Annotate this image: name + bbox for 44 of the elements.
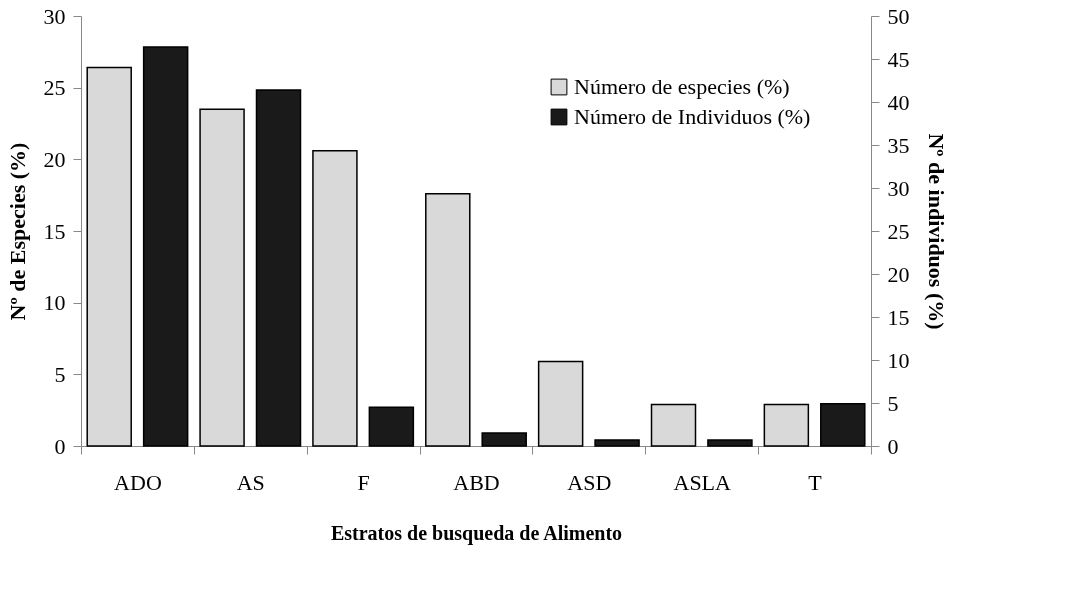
- y-tick-label: 30: [43, 3, 66, 29]
- bar: [86, 66, 132, 447]
- y-tick-label: 10: [43, 290, 66, 316]
- y2-axis-title: Nº de individuos (%): [923, 133, 949, 330]
- y2-tick-label: 20: [887, 261, 910, 287]
- y-tick-label: 20: [43, 146, 66, 172]
- y2-tick-label: 30: [887, 175, 910, 201]
- bar: [255, 89, 302, 447]
- bar: [763, 403, 810, 447]
- x-tick-label: ASLA: [673, 469, 732, 495]
- x-tick-label: ADO: [114, 469, 162, 495]
- y-tick-label: 0: [54, 433, 66, 459]
- y2-tick-label: 25: [887, 218, 910, 244]
- bar: [425, 192, 471, 447]
- bar: [312, 149, 358, 447]
- y2-tick-label: 10: [887, 347, 910, 373]
- x-axis-title: Estratos de busqueda de Alimento: [330, 521, 623, 545]
- y-tick-label: 15: [43, 218, 66, 244]
- legend-label: Número de Individuos (%): [574, 104, 811, 129]
- y2-tick-label: 5: [887, 390, 899, 416]
- x-tick-label: ABD: [453, 469, 500, 495]
- y-tick-label: 25: [43, 75, 66, 101]
- y2-tick-label: 0: [887, 433, 899, 459]
- bar: [707, 439, 753, 447]
- y2-tick-label: 40: [887, 89, 910, 115]
- bar: [481, 432, 527, 447]
- x-tick-label: AS: [236, 469, 265, 495]
- y2-tick-label: 50: [887, 3, 910, 29]
- y-tick-label: 5: [54, 361, 66, 387]
- bar: [142, 46, 189, 447]
- y2-tick-label: 15: [887, 304, 910, 330]
- x-tick-label: ASD: [567, 469, 612, 495]
- y-axis-title: Nº de Especies (%): [4, 142, 30, 321]
- legend-label: Número de especies (%): [574, 74, 790, 99]
- bar: [594, 439, 640, 447]
- x-tick-label: F: [357, 469, 370, 495]
- y2-tick-label: 35: [887, 132, 910, 158]
- bar: [368, 406, 415, 447]
- x-tick-label: T: [808, 469, 823, 495]
- bar: [820, 403, 866, 447]
- bar: [537, 360, 584, 447]
- y2-tick-label: 45: [887, 46, 910, 72]
- bar: [650, 403, 697, 447]
- bar: [199, 108, 245, 447]
